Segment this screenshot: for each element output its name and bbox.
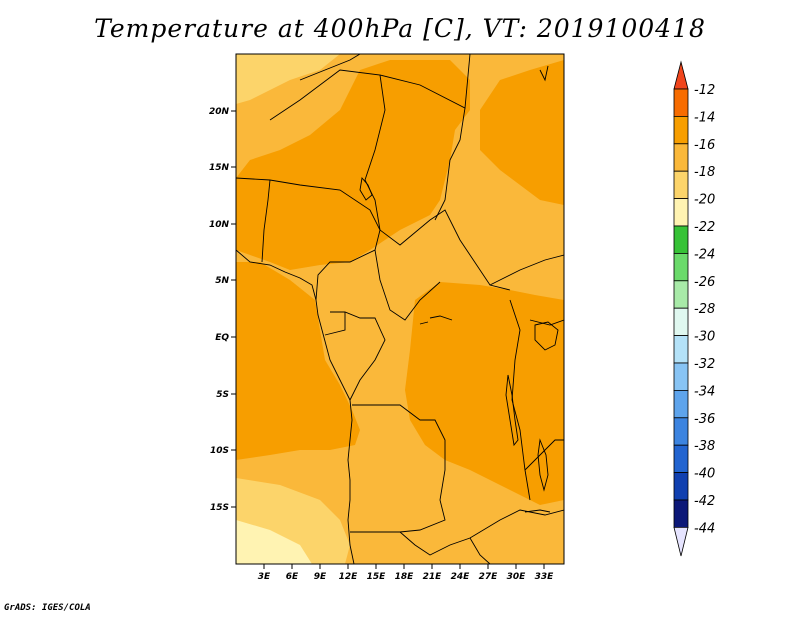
lat-label-eq: EQ (215, 333, 229, 343)
lon-label-21e: 21E (423, 572, 443, 582)
colorbar-bottom-arrow (673, 527, 689, 557)
temperature-field (236, 54, 564, 564)
lon-label-3e: 3E (258, 572, 271, 582)
colorbar (673, 60, 689, 557)
lat-label-5n: 5N (215, 276, 229, 286)
colorbar-label: -36 (694, 412, 715, 427)
colorbar-label: -34 (694, 384, 715, 399)
field-region-14-16-west (236, 262, 360, 460)
colorbar-swatch (673, 198, 689, 227)
colorbar-swatch (673, 335, 689, 364)
lakes (359, 65, 559, 513)
colorbar-swatch (673, 389, 689, 419)
field-region-18-20-north (236, 54, 340, 104)
colorbar-label: -44 (694, 521, 715, 536)
lake-chad (359, 176, 373, 201)
lon-label-18e: 18E (395, 572, 415, 582)
colorbar-swatch (673, 116, 689, 145)
country-borders (236, 54, 564, 564)
colorbar-label: -30 (694, 330, 715, 345)
field-region-14-16-northeast (480, 60, 564, 205)
colorbar-label: -20 (694, 193, 715, 208)
lon-label-9e: 9E (314, 572, 327, 582)
field-region-14-16-north (236, 60, 470, 270)
colorbar-label: -22 (694, 220, 715, 235)
lake-kariba (524, 509, 551, 513)
colorbar-label: -32 (694, 357, 715, 372)
colorbar-swatch (673, 143, 689, 172)
colorbar-swatch (673, 225, 689, 254)
colorbar-swatch (673, 280, 689, 309)
colorbar-swatch (673, 499, 689, 528)
lon-label-30e: 30E (507, 572, 527, 582)
field-region-20-22-southwest (236, 520, 312, 564)
lake-nasser (539, 65, 549, 82)
coastline (236, 249, 355, 564)
lat-label-15n: 15N (209, 163, 230, 173)
axis-ticks (231, 110, 545, 569)
river-lakes (419, 315, 453, 325)
lat-label-10s: 10S (210, 446, 229, 456)
lon-label-27e: 27E (479, 572, 499, 582)
map-frame (235, 53, 565, 565)
colorbar-label: -40 (694, 467, 715, 482)
colorbar-swatch (673, 472, 689, 501)
colorbar-label: -14 (694, 110, 715, 125)
lon-label-15e: 15E (367, 572, 387, 582)
colorbar-top-arrow (673, 60, 689, 90)
lake-malawi (537, 438, 549, 492)
colorbar-swatch (673, 362, 689, 391)
lon-label-24e: 24E (451, 572, 471, 582)
lake-tanganyika (505, 374, 519, 447)
colorbar-label: -28 (694, 302, 715, 317)
grads-credit: GrADS: IGES/COLA (4, 603, 91, 613)
lat-label-20n: 20N (209, 107, 230, 117)
lake-victoria (534, 321, 559, 351)
colorbar-label: -26 (694, 275, 715, 290)
colorbar-swatch (673, 170, 689, 199)
lon-label-12e: 12E (339, 572, 359, 582)
colorbar-label: -42 (694, 494, 715, 509)
colorbar-label: -12 (694, 83, 715, 98)
lon-label-33e: 33E (535, 572, 555, 582)
lat-label-10n: 10N (209, 220, 230, 230)
colorbar-label: -16 (694, 138, 715, 153)
colorbar-swatch (673, 307, 689, 337)
colorbar-label: -38 (694, 439, 715, 454)
colorbar-swatch (673, 252, 689, 282)
lon-label-6e: 6E (286, 572, 299, 582)
colorbar-swatch (673, 417, 689, 446)
chart-title: Temperature at 400hPa [C], VT: 201910041… (94, 14, 706, 43)
colorbar-swatch (673, 444, 689, 474)
lat-label-15s: 15S (210, 503, 229, 513)
colorbar-label: -18 (694, 165, 715, 180)
colorbar-swatch (673, 88, 689, 117)
colorbar-label: -24 (694, 247, 715, 262)
lat-label-5s: 5S (216, 390, 229, 400)
